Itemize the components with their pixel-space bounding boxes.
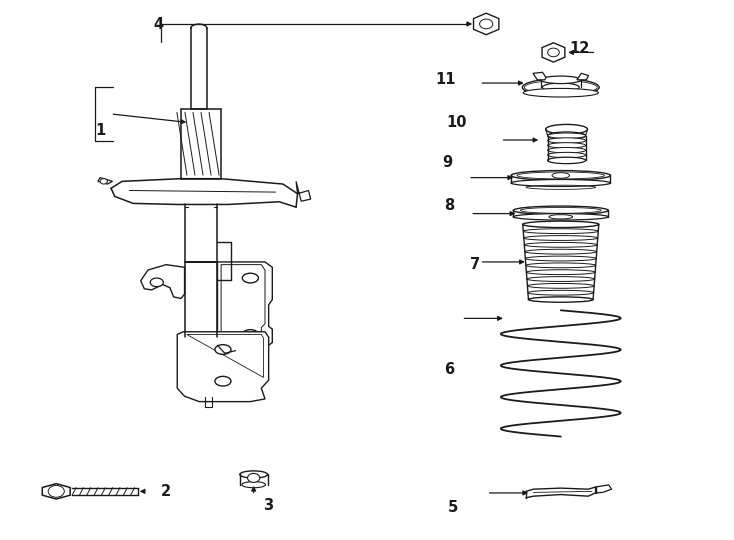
Ellipse shape <box>524 242 597 247</box>
Ellipse shape <box>552 173 570 178</box>
Text: 9: 9 <box>443 155 452 170</box>
Ellipse shape <box>240 471 268 478</box>
Ellipse shape <box>242 329 258 339</box>
Polygon shape <box>577 73 589 80</box>
Ellipse shape <box>524 235 597 240</box>
Ellipse shape <box>241 482 266 488</box>
Polygon shape <box>221 265 265 340</box>
Ellipse shape <box>215 345 231 354</box>
Polygon shape <box>43 484 70 499</box>
Ellipse shape <box>541 76 581 84</box>
Text: 4: 4 <box>153 17 164 32</box>
Ellipse shape <box>215 376 231 386</box>
Text: 7: 7 <box>470 257 480 272</box>
Ellipse shape <box>528 297 593 302</box>
Ellipse shape <box>523 89 598 97</box>
Text: 3: 3 <box>264 498 273 513</box>
Text: 5: 5 <box>448 500 459 515</box>
Ellipse shape <box>542 83 579 92</box>
Text: 11: 11 <box>436 72 457 87</box>
Ellipse shape <box>526 256 596 261</box>
Ellipse shape <box>548 143 586 148</box>
Ellipse shape <box>513 206 608 215</box>
Ellipse shape <box>527 276 595 281</box>
Polygon shape <box>595 485 611 493</box>
Ellipse shape <box>548 157 586 164</box>
Circle shape <box>479 19 493 29</box>
Text: 8: 8 <box>444 198 454 213</box>
Ellipse shape <box>150 278 164 287</box>
Ellipse shape <box>511 171 611 180</box>
Ellipse shape <box>548 132 586 139</box>
Circle shape <box>48 485 65 497</box>
Polygon shape <box>98 178 112 184</box>
Polygon shape <box>184 262 272 348</box>
Ellipse shape <box>525 249 597 254</box>
Polygon shape <box>186 334 264 377</box>
Circle shape <box>247 474 260 482</box>
Ellipse shape <box>548 147 586 153</box>
Text: 12: 12 <box>569 40 589 56</box>
Ellipse shape <box>548 152 586 158</box>
Ellipse shape <box>242 273 258 283</box>
Polygon shape <box>141 265 184 299</box>
Ellipse shape <box>523 221 599 227</box>
Ellipse shape <box>549 215 573 219</box>
Ellipse shape <box>523 229 598 234</box>
Ellipse shape <box>513 214 608 220</box>
Polygon shape <box>177 332 269 402</box>
Ellipse shape <box>526 263 596 268</box>
Polygon shape <box>533 72 546 80</box>
Text: 1: 1 <box>95 123 105 138</box>
Ellipse shape <box>523 79 599 96</box>
Circle shape <box>100 179 107 184</box>
Ellipse shape <box>528 284 594 288</box>
Ellipse shape <box>511 179 611 186</box>
Ellipse shape <box>526 270 595 275</box>
Ellipse shape <box>548 133 586 138</box>
Ellipse shape <box>545 124 587 134</box>
Text: 2: 2 <box>161 484 171 499</box>
Ellipse shape <box>528 291 594 295</box>
Circle shape <box>548 48 559 57</box>
Text: 6: 6 <box>445 362 454 377</box>
Ellipse shape <box>548 138 586 143</box>
Polygon shape <box>296 181 310 201</box>
Text: 10: 10 <box>446 115 467 130</box>
